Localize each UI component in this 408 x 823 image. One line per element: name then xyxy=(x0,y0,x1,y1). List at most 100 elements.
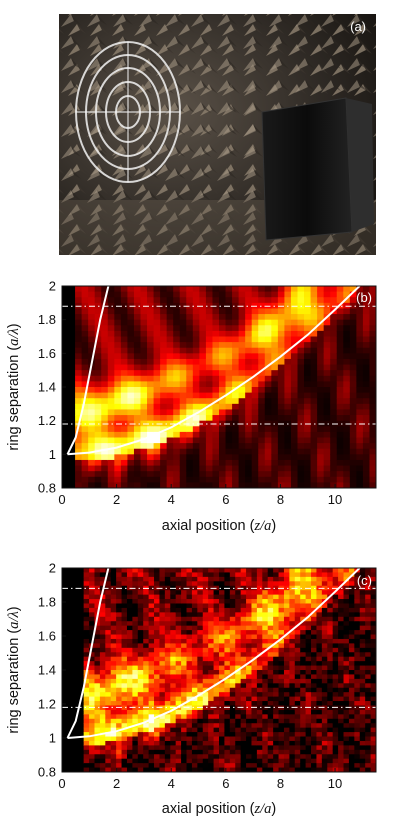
heatmap-cell xyxy=(262,763,269,769)
heatmap-cell xyxy=(126,749,133,755)
heatmap-cell xyxy=(330,381,338,388)
y-tick-label: 1.4 xyxy=(38,380,56,395)
heatmap-cell xyxy=(173,454,181,461)
heatmap-cell xyxy=(208,763,215,769)
heatmap-cell xyxy=(304,308,312,315)
heatmap-cell xyxy=(321,607,328,613)
panel-label-a: (a) xyxy=(350,19,366,34)
heatmap-cell xyxy=(283,594,290,600)
heatmap-cell xyxy=(225,403,233,411)
heatmap-cell xyxy=(202,599,209,605)
heatmap-cell xyxy=(297,426,305,433)
heatmap-cell xyxy=(191,576,198,582)
heatmap-cell xyxy=(297,482,305,488)
x-axis-label-b: axial position (z/a) xyxy=(162,518,276,534)
heatmap-cell xyxy=(365,661,372,667)
heatmap-cell xyxy=(107,420,115,427)
heatmap-cell xyxy=(212,353,220,360)
heatmap-cell xyxy=(359,630,366,636)
heatmap-cell xyxy=(264,459,272,467)
heatmap-cell xyxy=(137,634,144,640)
heatmap-cell xyxy=(343,286,351,293)
heatmap-cell xyxy=(62,319,70,326)
heatmap-cell xyxy=(305,692,312,698)
heatmap-cell xyxy=(338,723,345,729)
heatmap-cell xyxy=(213,603,220,609)
heatmap-cell xyxy=(290,415,299,422)
heatmap-cell xyxy=(110,634,117,640)
heatmap-cell xyxy=(332,621,339,627)
heatmap-cell xyxy=(186,674,193,680)
heatmap-cell xyxy=(343,652,350,658)
heatmap-cell xyxy=(137,718,144,724)
heatmap-cell xyxy=(213,701,220,707)
heatmap-cell xyxy=(213,763,220,769)
heatmap-cell xyxy=(365,754,372,760)
heatmap-cell xyxy=(262,692,269,698)
heatmap-cell xyxy=(225,319,233,326)
heatmap-cell xyxy=(120,302,129,310)
heatmap-cell xyxy=(232,465,240,472)
heatmap-cell xyxy=(343,732,350,738)
heatmap-cell xyxy=(219,630,226,636)
heatmap-cell xyxy=(311,754,318,760)
heatmap-cell xyxy=(164,692,171,698)
heatmap-cell xyxy=(256,594,263,600)
heatmap-cell xyxy=(251,638,258,644)
heatmap-cell xyxy=(116,696,123,702)
heatmap-cell xyxy=(229,638,236,644)
heatmap-cell xyxy=(317,336,325,343)
heatmap-cell xyxy=(191,687,198,693)
heatmap-cell xyxy=(62,763,69,769)
heatmap-cell xyxy=(175,607,182,613)
heatmap-cell xyxy=(213,621,220,627)
heatmap-cell xyxy=(121,568,128,574)
heatmap-cell xyxy=(88,370,96,377)
heatmap-cell xyxy=(147,308,155,315)
heatmap-cell xyxy=(173,459,181,467)
heatmap-cell xyxy=(343,454,351,461)
heatmap-cell xyxy=(229,661,236,667)
heatmap-cell xyxy=(348,736,355,742)
heatmap-cell xyxy=(114,387,122,394)
heatmap-cell xyxy=(133,370,142,377)
heatmap-cell xyxy=(114,370,122,377)
heatmap-cell xyxy=(191,763,198,769)
heatmap-cell xyxy=(316,709,323,715)
heatmap-cell xyxy=(338,705,345,711)
heatmap-cell xyxy=(116,767,123,772)
heatmap-cell xyxy=(202,678,209,684)
heatmap-cell xyxy=(354,705,361,711)
heatmap-cell xyxy=(251,754,258,760)
heatmap-cell xyxy=(365,599,372,605)
heatmap-cell xyxy=(310,314,318,321)
heatmap-cell xyxy=(160,420,168,427)
heatmap-cell xyxy=(148,634,155,640)
heatmap-cell xyxy=(271,482,279,488)
heatmap-cell xyxy=(219,336,227,343)
heatmap-cell xyxy=(283,652,290,658)
heatmap-cell xyxy=(297,353,305,360)
heatmap-cell xyxy=(75,471,83,478)
heatmap-cell xyxy=(107,308,115,315)
heatmap-cell xyxy=(235,687,242,693)
heatmap-cell xyxy=(148,568,155,574)
heatmap-cell xyxy=(284,286,292,293)
heatmap-cell xyxy=(219,670,226,676)
heatmap-cell xyxy=(121,625,128,631)
heatmap-cell xyxy=(300,581,307,587)
heatmap-cell xyxy=(232,471,240,478)
heatmap-cell xyxy=(208,674,215,680)
heatmap-cell xyxy=(175,745,182,751)
heatmap-cell xyxy=(219,740,226,746)
heatmap-cell xyxy=(143,612,150,618)
heatmap-cell xyxy=(62,330,70,338)
heatmap-cell xyxy=(330,286,338,293)
heatmap-cell xyxy=(121,665,128,671)
heatmap-cell xyxy=(105,625,112,631)
heatmap-cell xyxy=(349,476,357,483)
heatmap-cell xyxy=(246,674,253,680)
heatmap-cell xyxy=(199,398,207,405)
heatmap-cell xyxy=(192,426,200,433)
heatmap-cell xyxy=(289,674,296,680)
